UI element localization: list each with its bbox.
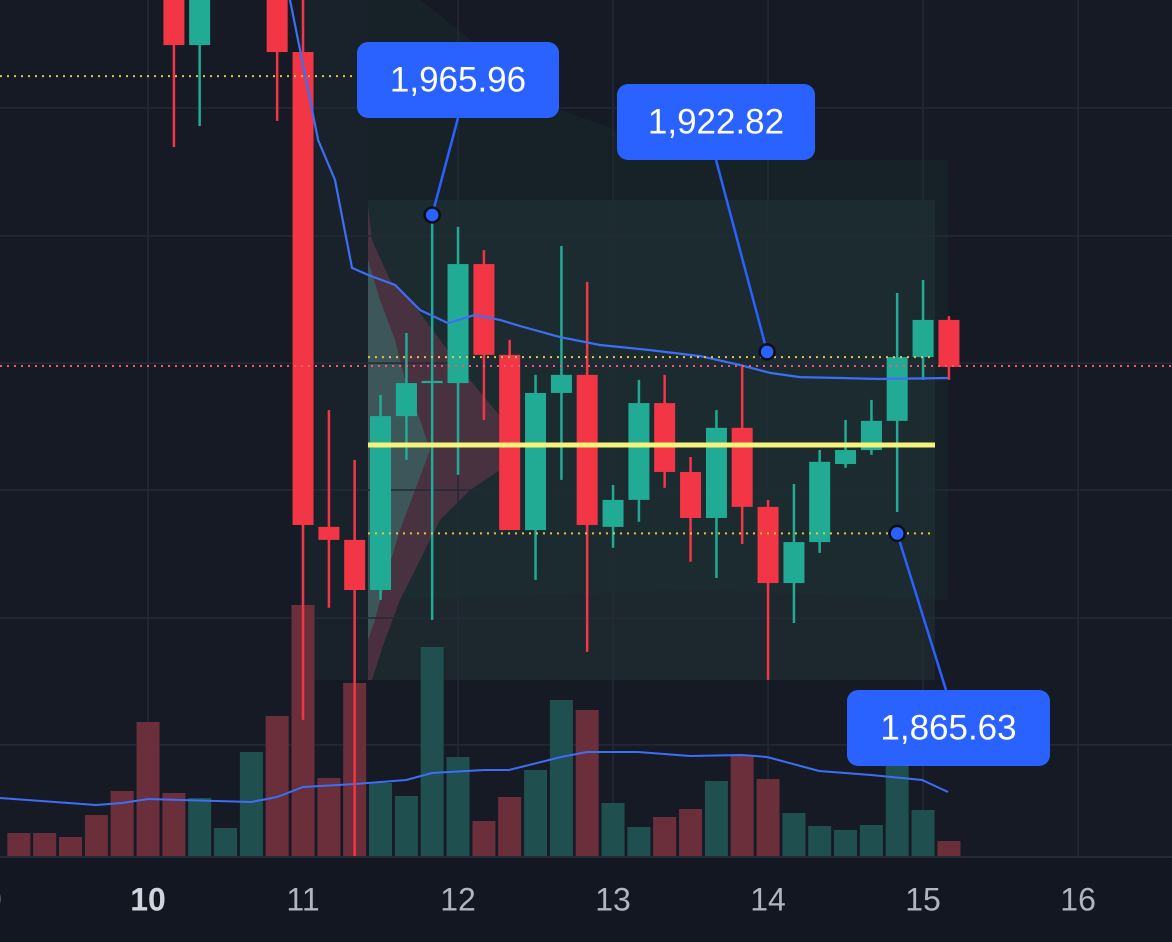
x-tick-label: 12 [440,881,476,917]
volume-bar [859,825,883,856]
candle-body [809,461,831,543]
volume-bar [317,778,341,856]
volume-bar [110,791,134,856]
x-tick-label: 10 [130,881,166,917]
callout-point [423,206,441,224]
ma-line [288,0,949,381]
candle-body [731,427,753,507]
candle-body [705,427,727,518]
candle-body [654,403,676,472]
x-tick-label: 9 [0,881,2,917]
candle-body [266,0,288,53]
volume [0,605,961,856]
volume-bar [730,755,754,856]
callout-pointer [895,533,948,691]
candle-body [912,319,934,358]
volume-bar [59,837,83,856]
volume-bar [524,770,548,856]
candle-body [680,471,702,518]
volume-bar [498,797,522,856]
callout-point [888,524,906,543]
callout-box [617,84,815,160]
volume-bar [33,833,57,856]
volume-bar [239,752,263,856]
candle-body [602,499,624,527]
candle-body [757,506,779,584]
volume-bar [808,826,832,856]
candle-body [550,374,572,393]
volume-bar [679,809,703,856]
callout-label: 1,922.82 [648,102,784,141]
candle-body [628,403,650,500]
volume-bar [214,828,238,856]
callout-label: 1,865.63 [880,708,1016,747]
candle-body [318,526,340,540]
candle-body [163,0,185,46]
volume-bar [188,798,212,856]
volume-bar [136,722,160,856]
volume-bar [446,757,470,856]
callout-point [758,343,776,361]
overlays: 1,965.96 1,922.82 1,865.63 [0,42,1172,766]
candle-body [886,357,908,421]
shade-region [300,0,368,680]
candle-body [395,383,417,417]
axis-band [0,858,1172,942]
callout-pointer [430,117,460,216]
volume-bar [420,647,444,856]
volume-bar [834,830,858,856]
volume-bar [265,716,289,856]
candle-body [473,264,495,355]
volume-bar [394,796,418,856]
candle-body [421,380,443,384]
volume-bar [84,815,108,856]
volume-bar [627,827,651,856]
candle-body [447,264,469,384]
candle-body [835,450,857,465]
x-tick-label: 11 [286,881,319,917]
volume-bar [162,793,186,856]
candle-body [370,416,392,591]
candle-body [783,542,805,584]
candle-body [189,0,211,46]
volume-bar [756,779,780,856]
volume-bar [782,813,806,856]
price [163,0,960,856]
callout-box [357,42,559,118]
callout-label: 1,965.96 [390,60,526,99]
candle-body [576,374,598,525]
volume-bar [653,817,677,856]
candle-body [499,354,521,531]
callout-box [847,690,1050,766]
x-tick-label: 14 [750,881,786,917]
volume-bar [601,803,625,856]
volume-bar [575,710,599,856]
candle-body [938,319,960,367]
volume-ma-line [0,751,949,807]
volume-bar [704,781,728,856]
volume-bar [937,841,961,856]
callout-pointer [714,159,769,353]
candle-body [525,392,547,531]
volume-bar [369,783,393,856]
candle-body [344,539,366,591]
volume-bar [291,605,315,856]
x-tick-label: 13 [595,881,631,917]
volume-bar [911,810,935,856]
x-tick-label: 16 [1060,881,1096,917]
volume-bar [472,821,496,856]
x-tick-label: 15 [905,881,941,917]
volume-bar [885,765,909,856]
volume-bar [549,700,573,856]
volume-bar [7,833,31,856]
x-axis: 9 10 11 12 13 14 15 16 [0,881,1096,917]
candle-body [292,52,314,525]
